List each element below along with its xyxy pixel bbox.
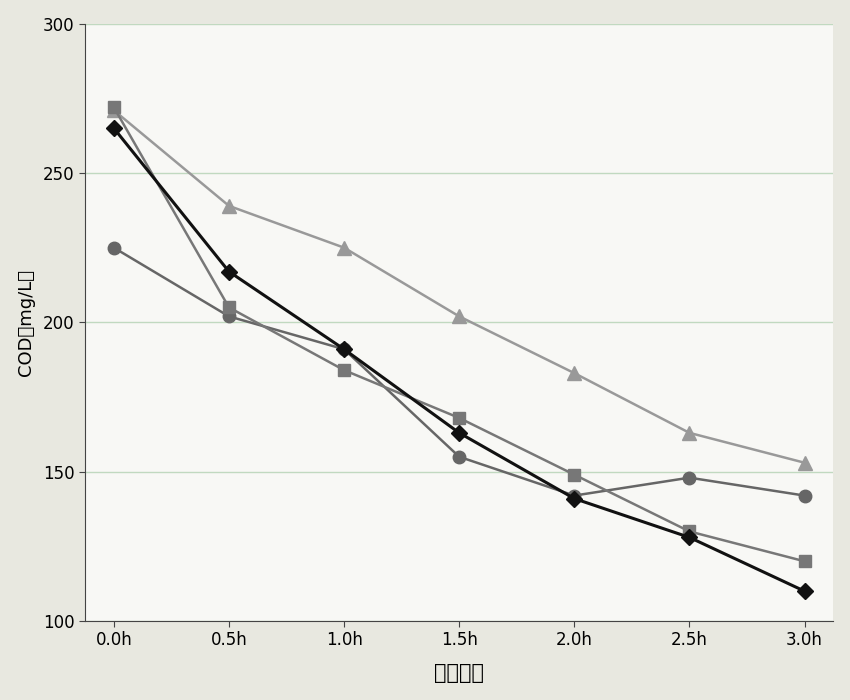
Y-axis label: COD（mg/L）: COD（mg/L）	[17, 269, 35, 376]
X-axis label: 反应时间: 反应时间	[434, 664, 484, 683]
